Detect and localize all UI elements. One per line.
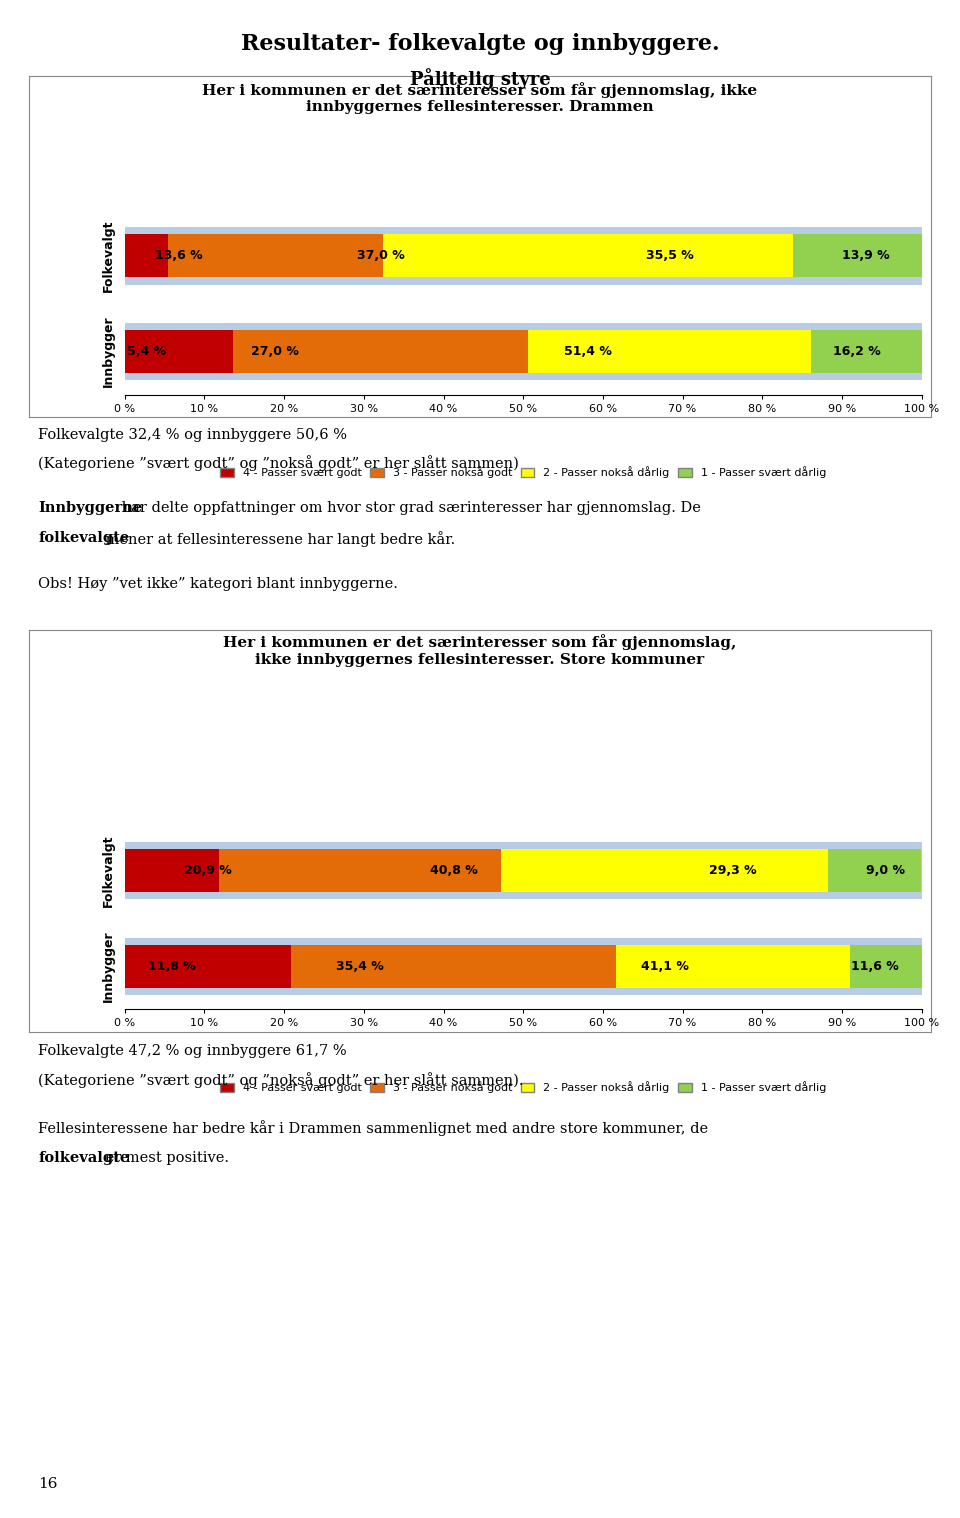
Text: er mest positive.: er mest positive. [101, 1151, 228, 1164]
Bar [793, 234, 922, 278]
Text: 11,6 %: 11,6 % [851, 959, 899, 973]
Text: Folkevalgte 47,2 % og innbyggere 61,7 %: Folkevalgte 47,2 % og innbyggere 61,7 % [38, 1044, 347, 1058]
Bar [125, 323, 922, 381]
Bar [125, 849, 219, 893]
Text: (Kategoriene ”svært godt” og ”nokså godt” er her slått sammen).: (Kategoriene ”svært godt” og ”nokså godt… [38, 1072, 524, 1087]
Text: folkevalgte: folkevalgte [38, 1151, 130, 1164]
Text: 37,0 %: 37,0 % [357, 249, 404, 263]
Text: 16: 16 [38, 1477, 58, 1491]
Text: Pålitelig styre: Pålitelig styre [410, 68, 550, 90]
Text: 51,4 %: 51,4 % [564, 345, 612, 358]
Text: 41,1 %: 41,1 % [640, 959, 688, 973]
Bar [501, 849, 828, 893]
Text: 29,3 %: 29,3 % [709, 864, 757, 877]
Text: Her i kommunen er det særinteresser som får gjennomslag,
ikke innbyggernes felle: Her i kommunen er det særinteresser som … [224, 635, 736, 666]
Bar [125, 938, 922, 996]
Text: 27,0 %: 27,0 % [252, 345, 300, 358]
Bar [616, 944, 850, 988]
Bar [168, 234, 383, 278]
Text: folkevalgte: folkevalgte [38, 531, 130, 545]
Text: (Kategoriene ”svært godt” og ”nokså godt” er her slått sammen): (Kategoriene ”svært godt” og ”nokså godt… [38, 455, 519, 471]
Bar [850, 944, 922, 988]
Bar [233, 329, 528, 373]
Text: 5,4 %: 5,4 % [127, 345, 166, 358]
Text: 40,8 %: 40,8 % [430, 864, 478, 877]
Bar [383, 234, 793, 278]
Bar [219, 849, 501, 893]
Bar [291, 944, 616, 988]
Text: Fellesinteressene har bedre kår i Drammen sammenlignet med andre store kommuner,: Fellesinteressene har bedre kår i Dramme… [38, 1120, 708, 1135]
Bar [528, 329, 811, 373]
Bar [125, 234, 168, 278]
Text: Her i kommunen er det særinteresser som får gjennomslag, ikke
innbyggernes felle: Her i kommunen er det særinteresser som … [203, 82, 757, 114]
Legend: 4 - Passer svært godt, 3 - Passer nokså godt, 2 - Passer nokså dårlig, 1 - Passe: 4 - Passer svært godt, 3 - Passer nokså … [216, 1076, 830, 1098]
Text: Innbyggerne: Innbyggerne [38, 501, 143, 515]
Text: 9,0 %: 9,0 % [866, 864, 905, 877]
Text: 11,8 %: 11,8 % [148, 959, 196, 973]
Text: 20,9 %: 20,9 % [184, 864, 232, 877]
Text: Obs! Høy ”vet ikke” kategori blant innbyggerne.: Obs! Høy ”vet ikke” kategori blant innby… [38, 577, 398, 591]
Text: 35,5 %: 35,5 % [645, 249, 693, 263]
Text: mener at fellesinteressene har langt bedre kår.: mener at fellesinteressene har langt bed… [101, 531, 455, 546]
Text: har delte oppfattninger om hvor stor grad særinteresser har gjennomslag. De: har delte oppfattninger om hvor stor gra… [117, 501, 701, 515]
Text: 35,4 %: 35,4 % [336, 959, 384, 973]
Text: Folkevalgte 32,4 % og innbyggere 50,6 %: Folkevalgte 32,4 % og innbyggere 50,6 % [38, 428, 348, 442]
Text: 13,9 %: 13,9 % [843, 249, 890, 263]
Text: 13,6 %: 13,6 % [156, 249, 203, 263]
Bar [125, 329, 233, 373]
Bar [828, 849, 921, 893]
Legend: 4 - Passer svært godt, 3 - Passer nokså godt, 2 - Passer nokså dårlig, 1 - Passe: 4 - Passer svært godt, 3 - Passer nokså … [216, 461, 830, 483]
Text: 16,2 %: 16,2 % [833, 345, 881, 358]
Bar [125, 944, 291, 988]
Bar [125, 228, 922, 285]
Bar [125, 842, 922, 899]
Bar [811, 329, 922, 373]
Text: Resultater- folkevalgte og innbyggere.: Resultater- folkevalgte og innbyggere. [241, 33, 719, 55]
